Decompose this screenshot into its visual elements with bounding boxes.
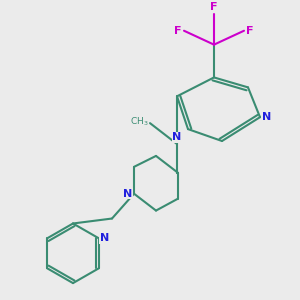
Text: CH$_3$: CH$_3$: [130, 116, 148, 128]
Text: N: N: [262, 112, 271, 122]
Text: F: F: [174, 26, 182, 36]
Text: N: N: [172, 132, 182, 142]
Text: F: F: [246, 26, 254, 36]
Text: N: N: [123, 189, 133, 199]
Text: N: N: [100, 233, 109, 243]
Text: F: F: [210, 2, 218, 12]
